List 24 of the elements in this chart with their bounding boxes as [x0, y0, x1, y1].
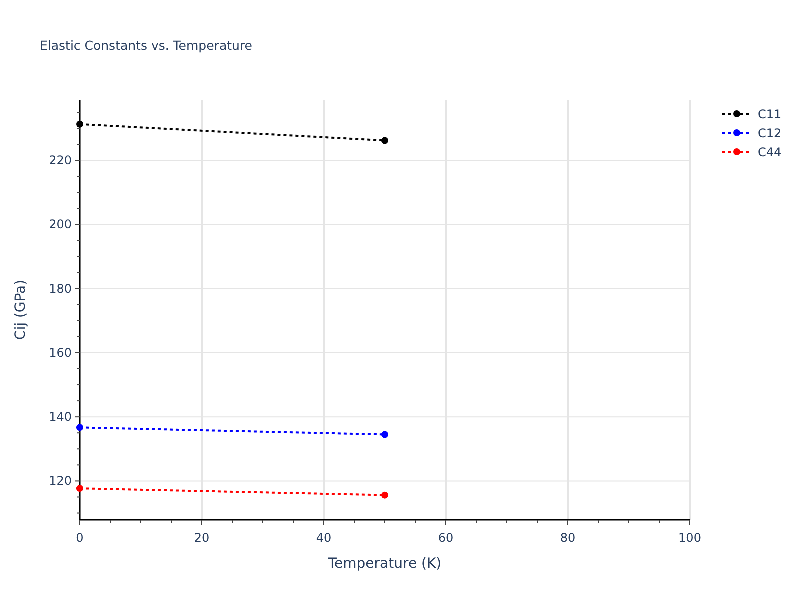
point [76, 485, 84, 492]
x-tick-label: 20 [194, 531, 210, 545]
legend-label: C12 [758, 126, 782, 140]
y-tick-label: 220 [49, 154, 72, 168]
legend-label: C44 [758, 146, 782, 160]
y-axis-title: Cij (GPa) [13, 280, 29, 340]
y-tick-label: 140 [49, 410, 72, 424]
point [76, 120, 84, 128]
point [76, 424, 84, 432]
point [382, 492, 388, 499]
x-tick-label: 80 [560, 531, 576, 545]
x-tick-label: 0 [76, 531, 84, 545]
point [382, 137, 388, 144]
y-tick-label: 120 [49, 474, 72, 488]
y-tick-label: 200 [49, 218, 72, 232]
x-axis-title: Temperature (K) [327, 556, 442, 572]
y-tick-label: 160 [49, 346, 72, 360]
chart-title: Elastic Constants vs. Temperature [40, 38, 253, 53]
legend-label: C11 [758, 108, 782, 122]
y-tick-label: 180 [49, 282, 72, 296]
x-tick-label: 60 [438, 531, 454, 545]
x-tick-label: 40 [316, 531, 332, 545]
x-tick-label: 100 [678, 531, 702, 545]
point [382, 431, 388, 438]
